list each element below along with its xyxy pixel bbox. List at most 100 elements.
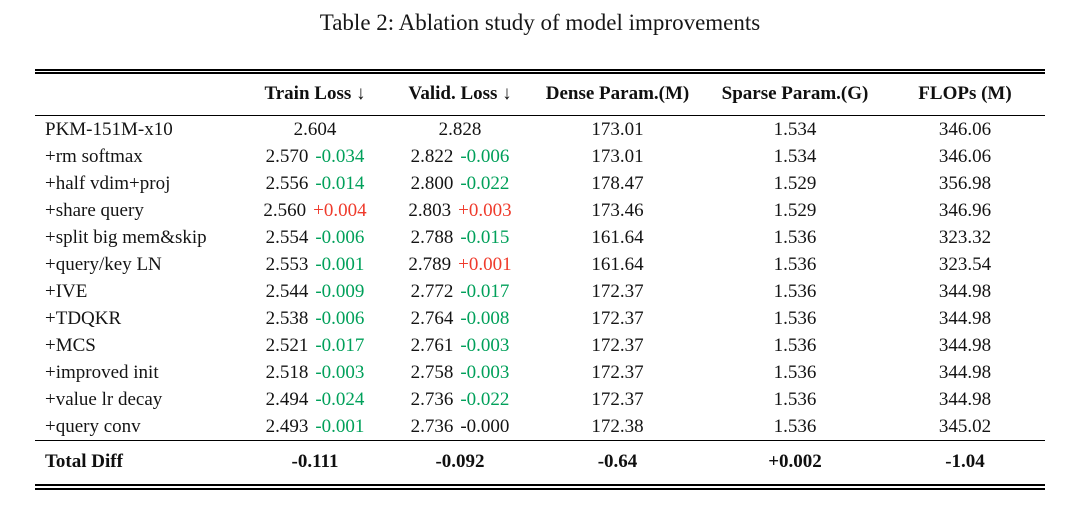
cell-flops: 344.98 <box>938 307 992 329</box>
cell-model-label: +improved init <box>45 361 159 383</box>
cell-dense-param: 172.37 <box>591 361 644 383</box>
valid-loss-value: 2.788 <box>410 226 454 248</box>
cell-dense-param: 172.37 <box>591 334 644 356</box>
cell-valid-loss: 2.828 <box>390 116 530 144</box>
total-train-loss: -0.111 <box>291 451 339 472</box>
cell-train-loss: 2.560 +0.004 <box>240 197 390 224</box>
train-loss-diff: -0.006 <box>315 226 365 248</box>
table-row: +share query 2.560 +0.004 2.803 +0.003 173… <box>35 197 1045 224</box>
header-flops: FLOPs (M) <box>885 71 1045 116</box>
valid-loss-value: 2.800 <box>410 172 454 194</box>
cell-valid-loss: 2.800 -0.022 <box>390 170 530 197</box>
valid-loss-value: 2.736 <box>410 415 454 437</box>
cell-train-loss: 2.556 -0.014 <box>240 170 390 197</box>
valid-loss-diff: -0.015 <box>460 226 510 248</box>
valid-loss-value: 2.764 <box>410 307 454 329</box>
train-loss-value: 2.560 <box>263 199 307 221</box>
header-model <box>35 71 240 116</box>
cell-valid-loss: 2.761 -0.003 <box>390 332 530 359</box>
cell-sparse-param: 1.536 <box>773 280 817 302</box>
table-footer: Total Diff -0.111 -0.092 -0.64 +0.002 -1… <box>35 441 1045 488</box>
valid-loss-diff: -0.022 <box>460 172 510 194</box>
table-caption: Table 2: Ablation study of model improve… <box>319 10 761 35</box>
train-loss-diff: -0.006 <box>315 307 365 329</box>
table-row: +IVE 2.544 -0.009 2.772 -0.017 172.37 1.53… <box>35 278 1045 305</box>
total-diff-row: Total Diff -0.111 -0.092 -0.64 +0.002 -1… <box>35 441 1045 488</box>
valid-loss-diff: -0.006 <box>460 145 510 167</box>
train-loss-value: 2.553 <box>265 253 309 275</box>
cell-flops: 344.98 <box>938 334 992 356</box>
table-row: +split big mem&skip 2.554 -0.006 2.788 -0.… <box>35 224 1045 251</box>
valid-loss-diff: -0.017 <box>460 280 510 302</box>
train-loss-diff: -0.009 <box>315 280 365 302</box>
table-row: +improved init 2.518 -0.003 2.758 -0.003 1… <box>35 359 1045 386</box>
valid-loss-diff: -0.000 <box>460 415 510 437</box>
train-loss-value: 2.544 <box>265 280 309 302</box>
ablation-table-container: Train Loss ↓ Valid. Loss ↓ Dense Param.(… <box>35 69 1045 490</box>
cell-model-label: +TDQKR <box>45 307 122 329</box>
cell-flops: 323.54 <box>938 253 992 275</box>
valid-loss-diff: +0.001 <box>458 253 512 275</box>
train-loss-value: 2.521 <box>265 334 309 356</box>
total-flops: -1.04 <box>945 451 985 472</box>
cell-dense-param: 161.64 <box>591 253 644 275</box>
valid-loss-value: 2.761 <box>410 334 454 356</box>
train-loss-diff: -0.034 <box>315 145 365 167</box>
cell-sparse-param: 1.534 <box>773 145 817 167</box>
table-row: +query/key LN 2.553 -0.001 2.789 +0.001 16… <box>35 251 1045 278</box>
cell-sparse-param: 1.536 <box>773 361 817 383</box>
table-row: +value lr decay 2.494 -0.024 2.736 -0.022 … <box>35 386 1045 413</box>
header-valid-loss: Valid. Loss ↓ <box>390 71 530 116</box>
cell-valid-loss: 2.788 -0.015 <box>390 224 530 251</box>
cell-sparse-param: 1.536 <box>773 307 817 329</box>
total-dense-param: -0.64 <box>597 451 638 472</box>
cell-train-loss: 2.494 -0.024 <box>240 386 390 413</box>
train-loss-diff: -0.014 <box>315 172 365 194</box>
train-loss-diff: -0.001 <box>315 415 365 437</box>
table-row: +MCS 2.521 -0.017 2.761 -0.003 172.37 1.53… <box>35 332 1045 359</box>
header-row: Train Loss ↓ Valid. Loss ↓ Dense Param.(… <box>35 71 1045 116</box>
total-valid-loss: -0.092 <box>435 451 485 472</box>
cell-sparse-param: 1.529 <box>773 172 817 194</box>
cell-model-label: PKM-151M-x10 <box>45 118 173 140</box>
cell-train-loss: 2.544 -0.009 <box>240 278 390 305</box>
cell-dense-param: 172.37 <box>591 388 644 410</box>
train-loss-value: 2.604 <box>293 118 337 140</box>
cell-valid-loss: 2.822 -0.006 <box>390 143 530 170</box>
cell-flops: 346.06 <box>938 145 992 167</box>
train-loss-diff: -0.003 <box>315 361 365 383</box>
cell-model-label: +half vdim+proj <box>45 172 171 194</box>
table-body: PKM-151M-x10 2.604 2.828 173.01 1.534 34… <box>35 116 1045 441</box>
valid-loss-diff: -0.003 <box>460 334 510 356</box>
header-sparse-param: Sparse Param.(G) <box>705 71 885 116</box>
cell-train-loss: 2.553 -0.001 <box>240 251 390 278</box>
valid-loss-value: 2.822 <box>410 145 454 167</box>
total-label: Total Diff <box>45 451 123 472</box>
cell-flops: 345.02 <box>885 413 1045 441</box>
train-loss-diff: -0.001 <box>315 253 365 275</box>
cell-sparse-param: 1.536 <box>773 388 817 410</box>
cell-flops: 323.32 <box>938 226 992 248</box>
train-loss-value: 2.554 <box>265 226 309 248</box>
cell-train-loss: 2.538 -0.006 <box>240 305 390 332</box>
cell-train-loss: 2.554 -0.006 <box>240 224 390 251</box>
cell-train-loss: 2.518 -0.003 <box>240 359 390 386</box>
cell-model-label: +query/key LN <box>45 253 162 275</box>
valid-loss-diff: -0.003 <box>460 361 510 383</box>
train-loss-value: 2.494 <box>265 388 309 410</box>
table-row: PKM-151M-x10 2.604 2.828 173.01 1.534 34… <box>35 116 1045 144</box>
train-loss-value: 2.493 <box>265 415 309 437</box>
cell-flops: 346.06 <box>938 118 992 140</box>
header-train-loss: Train Loss ↓ <box>240 71 390 116</box>
train-loss-diff: -0.024 <box>315 388 365 410</box>
cell-train-loss: 2.570 -0.034 <box>240 143 390 170</box>
cell-model-label: +split big mem&skip <box>45 226 207 248</box>
cell-valid-loss: 2.772 -0.017 <box>390 278 530 305</box>
cell-flops: 346.96 <box>938 199 992 221</box>
cell-flops: 356.98 <box>938 172 992 194</box>
valid-loss-value: 2.758 <box>410 361 454 383</box>
cell-train-loss: 2.521 -0.017 <box>240 332 390 359</box>
cell-model-label: +IVE <box>45 280 88 302</box>
cell-model-label: +value lr decay <box>45 388 163 410</box>
table-row: +TDQKR 2.538 -0.006 2.764 -0.008 172.37 1.… <box>35 305 1045 332</box>
